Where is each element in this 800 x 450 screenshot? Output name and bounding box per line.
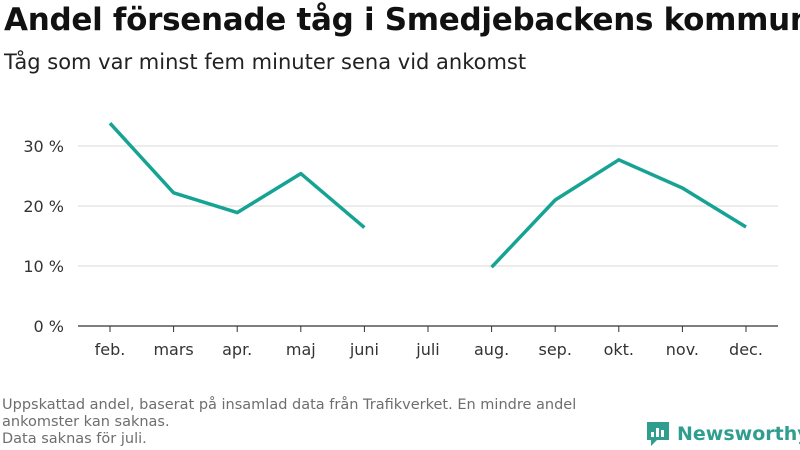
x-tick-label: aug. — [474, 340, 509, 359]
x-tick-label: juli — [415, 340, 439, 359]
chart-subtitle: Tåg som var minst fem minuter sena vid a… — [4, 50, 527, 74]
footnote-missing-data: Data saknas för juli. — [2, 431, 147, 447]
gridlines — [78, 145, 778, 267]
chart-title: Andel försenade tåg i Smedjebackens komm… — [4, 2, 800, 38]
series-line-segment — [108, 122, 366, 229]
series-line-segment — [490, 158, 747, 269]
x-tick-label: feb. — [95, 340, 126, 359]
x-tick-label: maj — [286, 340, 316, 359]
footnote: Uppskattad andel, baserat på insamlad da… — [2, 397, 642, 448]
footnote-source: Uppskattad andel, baserat på insamlad da… — [2, 397, 577, 430]
x-axis: feb. mars apr. maj juni juli aug. sep. okt. nov. d… — [78, 325, 778, 359]
x-tick-label: nov. — [666, 340, 699, 359]
y-tick-label: 20 % — [23, 197, 64, 216]
x-tick-label: dec. — [729, 340, 763, 359]
x-tick-label: mars — [153, 340, 193, 359]
x-tick-label: sep. — [538, 340, 571, 359]
brand-name: Newsworthy — [677, 423, 800, 445]
y-tick-label: 0 % — [34, 317, 64, 336]
y-axis-ticks: 0 % 10 % 20 % 30 % — [23, 137, 64, 336]
y-tick-label: 10 % — [23, 257, 64, 276]
newsworthy-logo-icon — [647, 422, 669, 446]
brand-logo: Newsworthy — [645, 420, 800, 448]
line-chart: 0 % 10 % 20 % 30 % feb. mars apr. maj juni juli a… — [23, 122, 778, 359]
x-tick-label: okt. — [604, 340, 634, 359]
x-tick-label: apr. — [222, 340, 252, 359]
y-tick-label: 30 % — [23, 137, 64, 156]
x-tick-label: juni — [349, 340, 379, 359]
series-lines — [108, 122, 747, 269]
